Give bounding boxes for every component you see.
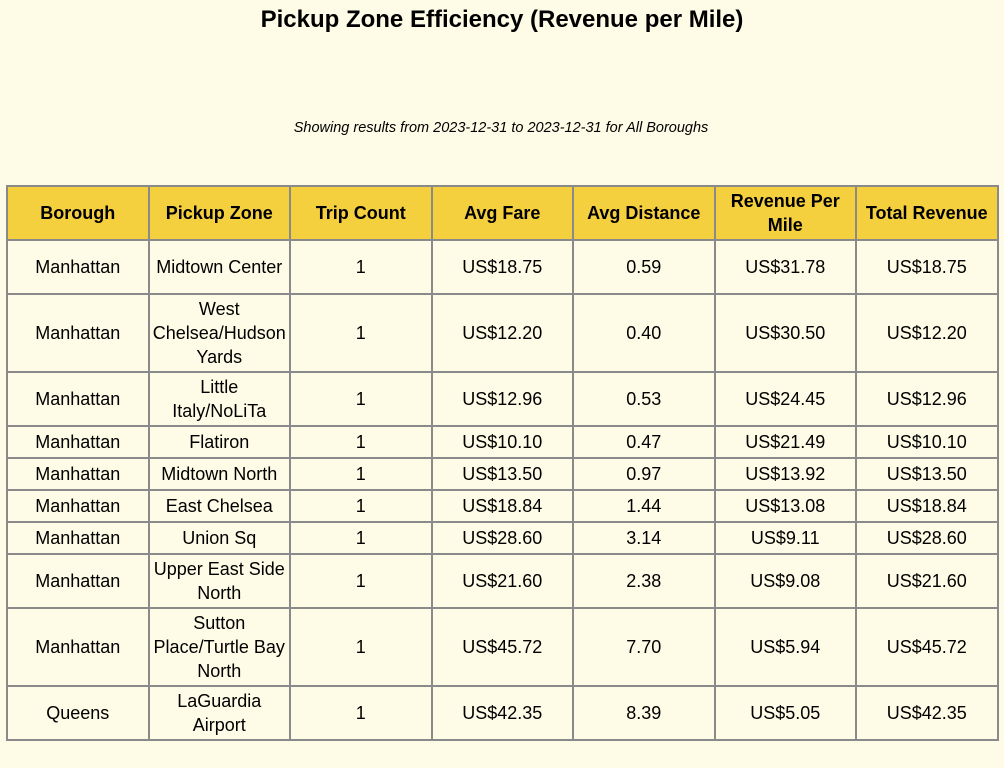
cell-revenue-per-mile: US$21.49 (713, 425, 857, 459)
cell-borough: Manhattan (6, 553, 150, 609)
results-table: Borough Pickup Zone Trip Count Avg Fare … (6, 185, 999, 741)
cell-trip-count: 1 (289, 457, 433, 491)
cell-avg-fare: US$18.84 (430, 489, 574, 523)
column-header-pickup-zone[interactable]: Pickup Zone (147, 185, 291, 241)
cell-total-revenue: US$45.72 (855, 607, 999, 687)
cell-borough: Queens (6, 685, 150, 741)
cell-revenue-per-mile: US$13.08 (713, 489, 857, 523)
cell-avg-fare: US$12.20 (430, 293, 574, 373)
cell-total-revenue: US$28.60 (855, 521, 999, 555)
table-row: Manhattan Upper East Side North 1 US$21.… (6, 553, 999, 609)
date-range-subtitle: Showing results from 2023-12-31 to 2023-… (293, 120, 709, 136)
cell-trip-count: 1 (289, 239, 433, 295)
table-row: Manhattan Flatiron 1 US$10.10 0.47 US$21… (6, 425, 999, 459)
cell-avg-fare: US$21.60 (430, 553, 574, 609)
cell-avg-distance: 8.39 (572, 685, 716, 741)
cell-trip-count: 1 (289, 371, 433, 427)
cell-borough: Manhattan (6, 457, 150, 491)
page-title: Pickup Zone Efficiency (Revenue per Mile… (260, 6, 744, 33)
cell-avg-distance: 1.44 (572, 489, 716, 523)
cell-avg-distance: 3.14 (572, 521, 716, 555)
cell-avg-fare: US$18.75 (430, 239, 574, 295)
cell-trip-count: 1 (289, 607, 433, 687)
cell-total-revenue: US$18.84 (855, 489, 999, 523)
cell-pickup-zone: Little Italy/NoLiTa (147, 371, 291, 427)
cell-pickup-zone: Midtown Center (147, 239, 291, 295)
cell-pickup-zone: Upper East Side North (147, 553, 291, 609)
table-row: Queens LaGuardia Airport 1 US$42.35 8.39… (6, 685, 999, 741)
cell-pickup-zone: Sutton Place/Turtle Bay North (147, 607, 291, 687)
cell-avg-distance: 0.40 (572, 293, 716, 373)
column-header-borough[interactable]: Borough (6, 185, 150, 241)
cell-revenue-per-mile: US$24.45 (713, 371, 857, 427)
table-row: Manhattan Midtown Center 1 US$18.75 0.59… (6, 239, 999, 295)
cell-avg-distance: 0.47 (572, 425, 716, 459)
header-row: Borough Pickup Zone Trip Count Avg Fare … (6, 185, 999, 241)
table-row: Manhattan Sutton Place/Turtle Bay North … (6, 607, 999, 687)
cell-borough: Manhattan (6, 293, 150, 373)
cell-avg-distance: 0.59 (572, 239, 716, 295)
cell-revenue-per-mile: US$13.92 (713, 457, 857, 491)
cell-pickup-zone: West Chelsea/Hudson Yards (147, 293, 291, 373)
cell-borough: Manhattan (6, 521, 150, 555)
cell-avg-distance: 7.70 (572, 607, 716, 687)
cell-total-revenue: US$21.60 (855, 553, 999, 609)
table-row: Manhattan Union Sq 1 US$28.60 3.14 US$9.… (6, 521, 999, 555)
cell-total-revenue: US$42.35 (855, 685, 999, 741)
cell-pickup-zone: Union Sq (147, 521, 291, 555)
column-header-avg-distance[interactable]: Avg Distance (572, 185, 716, 241)
cell-trip-count: 1 (289, 489, 433, 523)
cell-total-revenue: US$18.75 (855, 239, 999, 295)
cell-total-revenue: US$10.10 (855, 425, 999, 459)
column-header-avg-fare[interactable]: Avg Fare (430, 185, 574, 241)
cell-pickup-zone: LaGuardia Airport (147, 685, 291, 741)
cell-revenue-per-mile: US$31.78 (713, 239, 857, 295)
cell-total-revenue: US$12.20 (855, 293, 999, 373)
cell-borough: Manhattan (6, 607, 150, 687)
cell-pickup-zone: Midtown North (147, 457, 291, 491)
cell-avg-fare: US$28.60 (430, 521, 574, 555)
cell-avg-distance: 2.38 (572, 553, 716, 609)
cell-borough: Manhattan (6, 425, 150, 459)
column-header-trip-count[interactable]: Trip Count (289, 185, 433, 241)
column-header-total-revenue[interactable]: Total Revenue (855, 185, 999, 241)
table-row: Manhattan West Chelsea/Hudson Yards 1 US… (6, 293, 999, 373)
cell-borough: Manhattan (6, 489, 150, 523)
cell-trip-count: 1 (289, 293, 433, 373)
cell-trip-count: 1 (289, 553, 433, 609)
table-row: Manhattan Little Italy/NoLiTa 1 US$12.96… (6, 371, 999, 427)
cell-avg-fare: US$13.50 (430, 457, 574, 491)
cell-pickup-zone: Flatiron (147, 425, 291, 459)
cell-borough: Manhattan (6, 371, 150, 427)
cell-trip-count: 1 (289, 685, 433, 741)
cell-avg-distance: 0.97 (572, 457, 716, 491)
cell-trip-count: 1 (289, 425, 433, 459)
cell-pickup-zone: East Chelsea (147, 489, 291, 523)
column-header-revenue-per-mile[interactable]: Revenue Per Mile (713, 185, 857, 241)
cell-avg-fare: US$12.96 (430, 371, 574, 427)
cell-avg-fare: US$42.35 (430, 685, 574, 741)
cell-borough: Manhattan (6, 239, 150, 295)
cell-trip-count: 1 (289, 521, 433, 555)
cell-revenue-per-mile: US$30.50 (713, 293, 857, 373)
cell-revenue-per-mile: US$9.11 (713, 521, 857, 555)
cell-revenue-per-mile: US$5.94 (713, 607, 857, 687)
cell-avg-fare: US$45.72 (430, 607, 574, 687)
cell-avg-distance: 0.53 (572, 371, 716, 427)
cell-revenue-per-mile: US$9.08 (713, 553, 857, 609)
table-row: Manhattan Midtown North 1 US$13.50 0.97 … (6, 457, 999, 491)
cell-total-revenue: US$13.50 (855, 457, 999, 491)
cell-total-revenue: US$12.96 (855, 371, 999, 427)
cell-revenue-per-mile: US$5.05 (713, 685, 857, 741)
cell-avg-fare: US$10.10 (430, 425, 574, 459)
table-row: Manhattan East Chelsea 1 US$18.84 1.44 U… (6, 489, 999, 523)
